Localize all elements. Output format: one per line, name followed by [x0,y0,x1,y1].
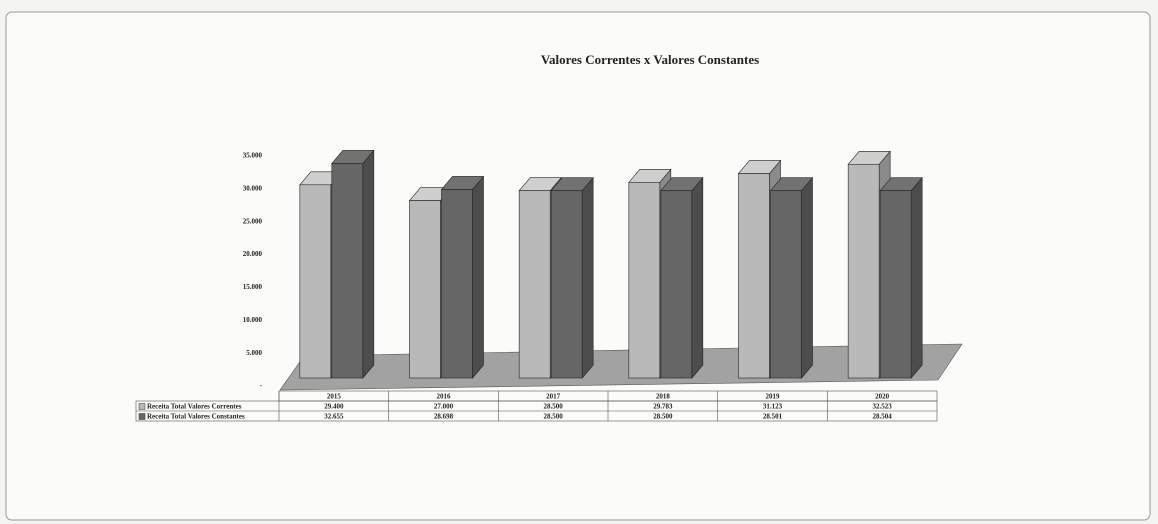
bar-side [362,149,375,379]
x-tick-label: 2018 [656,393,671,401]
bar [518,190,551,379]
bar [409,200,441,379]
legend-swatch [138,403,146,410]
table-value: 28.500 [653,413,673,421]
bar [331,163,364,379]
bar [738,173,770,379]
table-value: 31.123 [763,403,783,411]
table-value: 32.523 [873,403,893,411]
bar-side [801,176,813,379]
legend-label: Receita Total Valores Constantes [147,413,245,421]
table-value: 29.400 [324,403,344,411]
bar [770,190,802,379]
bar-side [581,176,594,379]
table-value: 29.783 [653,403,673,411]
bar [299,184,332,379]
y-tick-label: 25.000 [243,217,263,225]
table-value: 28.500 [544,413,564,421]
chart-title: Valores Correntes x Valores Constantes [541,52,759,67]
bar-side [472,175,484,379]
y-tick-label: 15.000 [243,283,263,291]
table-value: 28.504 [873,413,893,421]
x-tick-label: 2015 [327,393,342,401]
x-tick-label: 2020 [875,393,890,401]
y-tick-label: 5.000 [246,349,262,357]
bar [628,181,661,379]
y-tick-label: 30.000 [243,184,263,192]
y-tick-label: - [260,382,263,390]
bar [441,189,473,379]
table-value: 32.655 [324,413,344,421]
bar [550,190,583,379]
bar-side [691,176,704,379]
table-value: 28.500 [544,403,564,411]
x-tick-label: 2017 [546,393,561,401]
table-value: 28.698 [434,413,454,421]
y-tick-label: 20.000 [243,250,263,258]
bar-side [910,176,923,379]
bar [660,190,693,379]
legend-swatch [138,413,146,420]
legend-label: Receita Total Valores Correntes [147,403,242,411]
bar [879,190,912,379]
bar [847,163,880,379]
y-tick-label: 35.000 [243,152,263,160]
y-tick-label: 10.000 [243,316,263,324]
table-value: 28.501 [763,413,783,421]
table-value: 27.000 [434,403,454,411]
x-tick-label: 2019 [766,393,781,401]
x-tick-label: 2016 [437,393,452,401]
